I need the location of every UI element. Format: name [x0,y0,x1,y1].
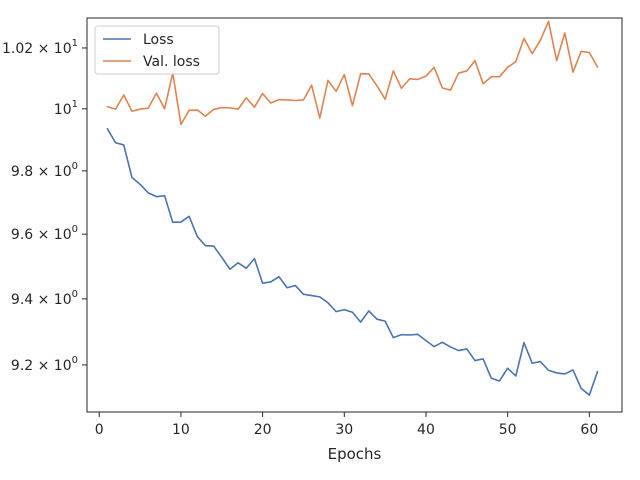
y-tick-label: 9.8 × 100 [11,161,78,180]
y-tick-label: 101 [54,99,78,118]
plot-area-frame [86,17,623,413]
x-tick-label: 50 [499,422,517,438]
y-tick-label: 1.02 × 101 [2,38,78,57]
series-line-val-loss [106,20,599,126]
x-axis: 0 10 20 30 40 50 60 [95,412,598,438]
x-tick-label: 40 [417,422,435,438]
y-tick-label: 9.2 × 100 [11,355,78,374]
legend-label-val-loss: Val. loss [143,54,200,70]
x-tick-label: 60 [580,422,598,438]
x-tick-label: 10 [172,422,190,438]
y-tick-label: 9.4 × 100 [11,289,78,308]
y-tick-label: 9.6 × 100 [11,224,78,243]
x-tick-label: 30 [335,422,353,438]
legend-label-loss: Loss [143,32,174,48]
legend: Loss Val. loss [94,25,220,75]
x-tick-label: 20 [254,422,272,438]
series-layer [106,20,599,396]
x-tick-label: 0 [95,422,104,438]
series-line-loss [106,128,599,396]
legend-frame [94,25,220,75]
y-axis: 9.2 × 100 9.4 × 100 9.6 × 100 9.8 × 100 101 1… [2,38,87,374]
x-axis-title: Epochs [328,445,382,463]
